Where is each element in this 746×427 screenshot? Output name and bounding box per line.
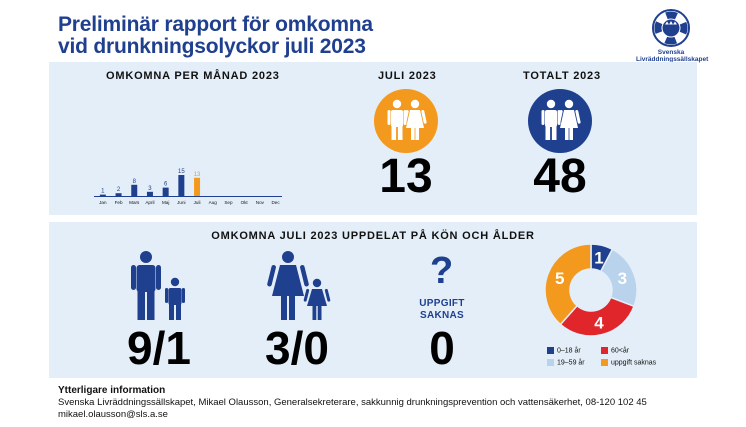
footer: Ytterligare information Svenska Livräddn… xyxy=(58,385,746,421)
month-tick-label: Maj xyxy=(162,200,169,205)
man-woman-icon xyxy=(387,99,427,140)
unknown-label: UPPGIFT SAKNAS xyxy=(419,298,465,321)
bar-juni xyxy=(178,175,185,196)
total-circle xyxy=(528,89,592,153)
summary-panel xyxy=(49,62,697,215)
legend-item-19-59: 19–59 år xyxy=(547,359,585,367)
month-tick-label: Feb xyxy=(115,200,123,205)
monthly-bar-chart: 1 Jan 2 Feb 8 Mars 3 April 6 Maj 15 Juni 13 Juli Aug Se… xyxy=(94,169,282,205)
legend-swatch xyxy=(601,359,608,366)
logo-text: Svenska Livräddningssällskapet xyxy=(636,49,709,63)
age-donut-chart: 13 4 5 xyxy=(544,243,638,337)
breakdown-header: OMKOMNA JULI 2023 UPPDELAT PÅ KÖN OCH ÅL… xyxy=(211,230,535,242)
footer-contact: Svenska Livräddningssällskapet, Mikael O… xyxy=(58,397,647,420)
unknown-value: 0 xyxy=(429,322,455,374)
legend-item-0-18: 0–18 år xyxy=(547,347,581,355)
donut-slice-label: 4 xyxy=(594,314,604,333)
donut-slice-label: 3 xyxy=(618,269,627,288)
month-tick-label: Okt xyxy=(241,200,249,205)
bar-value-label: 6 xyxy=(164,182,168,188)
bar-mars xyxy=(131,184,138,196)
month-tick-label: Nov xyxy=(256,200,265,205)
july-header: JULI 2023 xyxy=(378,70,437,82)
man-woman-icon xyxy=(541,99,581,140)
question-mark-icon: ? xyxy=(430,250,454,292)
monthly-header: OMKOMNA PER MÅNAD 2023 xyxy=(106,70,280,82)
bar-april xyxy=(146,191,153,196)
donut-legend: 0–18 år 60<år 19–59 år uppgift saknas xyxy=(547,347,687,369)
lifebuoy-logo-icon xyxy=(652,9,690,47)
bar-value-label: 3 xyxy=(148,186,152,192)
women-value: 3/0 xyxy=(265,322,329,374)
bar-value-label: 1 xyxy=(101,189,105,195)
legend-item-unknown: uppgift saknas xyxy=(601,359,656,367)
donut-slice xyxy=(559,296,635,337)
bar-value-label: 15 xyxy=(178,169,185,175)
total-value: 48 xyxy=(533,150,587,203)
title-line-2: vid drunkningsolyckor juli 2023 xyxy=(58,35,366,58)
month-tick-label: Sep xyxy=(224,200,233,205)
bar-maj xyxy=(162,187,169,196)
men-value: 9/1 xyxy=(127,322,191,374)
month-tick-label: Juli xyxy=(194,200,201,205)
total-header: TOTALT 2023 xyxy=(523,70,601,82)
month-tick-label: April xyxy=(145,200,154,205)
donut-slice-label: 5 xyxy=(555,269,564,288)
month-tick-label: Juni xyxy=(177,200,185,205)
bar-value-label: 2 xyxy=(117,187,121,193)
page-title: Preliminär rapport för omkomna vid drunk… xyxy=(58,14,373,58)
month-tick-label: Mars xyxy=(129,200,140,205)
footer-heading: Ytterligare information xyxy=(58,385,166,396)
legend-swatch xyxy=(547,359,554,366)
bar-value-label: 13 xyxy=(194,172,201,178)
legend-swatch xyxy=(547,347,554,354)
july-circle xyxy=(374,89,438,153)
sls-logo: Svenska Livräddningssällskapet xyxy=(636,8,709,63)
woman-girl-icon xyxy=(267,251,331,320)
legend-swatch xyxy=(601,347,608,354)
month-tick-label: Jan xyxy=(99,200,107,205)
legend-item-60: 60<år xyxy=(601,347,629,355)
title-line-1: Preliminär rapport för omkomna xyxy=(58,13,373,36)
donut-slice xyxy=(544,243,592,326)
bar-feb xyxy=(115,193,122,196)
donut-slice-label: 1 xyxy=(594,248,603,267)
man-boy-icon xyxy=(131,251,185,320)
bar-jan xyxy=(99,194,106,196)
bar-value-label: 8 xyxy=(133,179,137,185)
month-tick-label: Aug xyxy=(209,200,218,205)
july-value: 13 xyxy=(379,150,433,203)
month-tick-label: Dec xyxy=(271,200,280,205)
bar-juli xyxy=(194,177,201,196)
